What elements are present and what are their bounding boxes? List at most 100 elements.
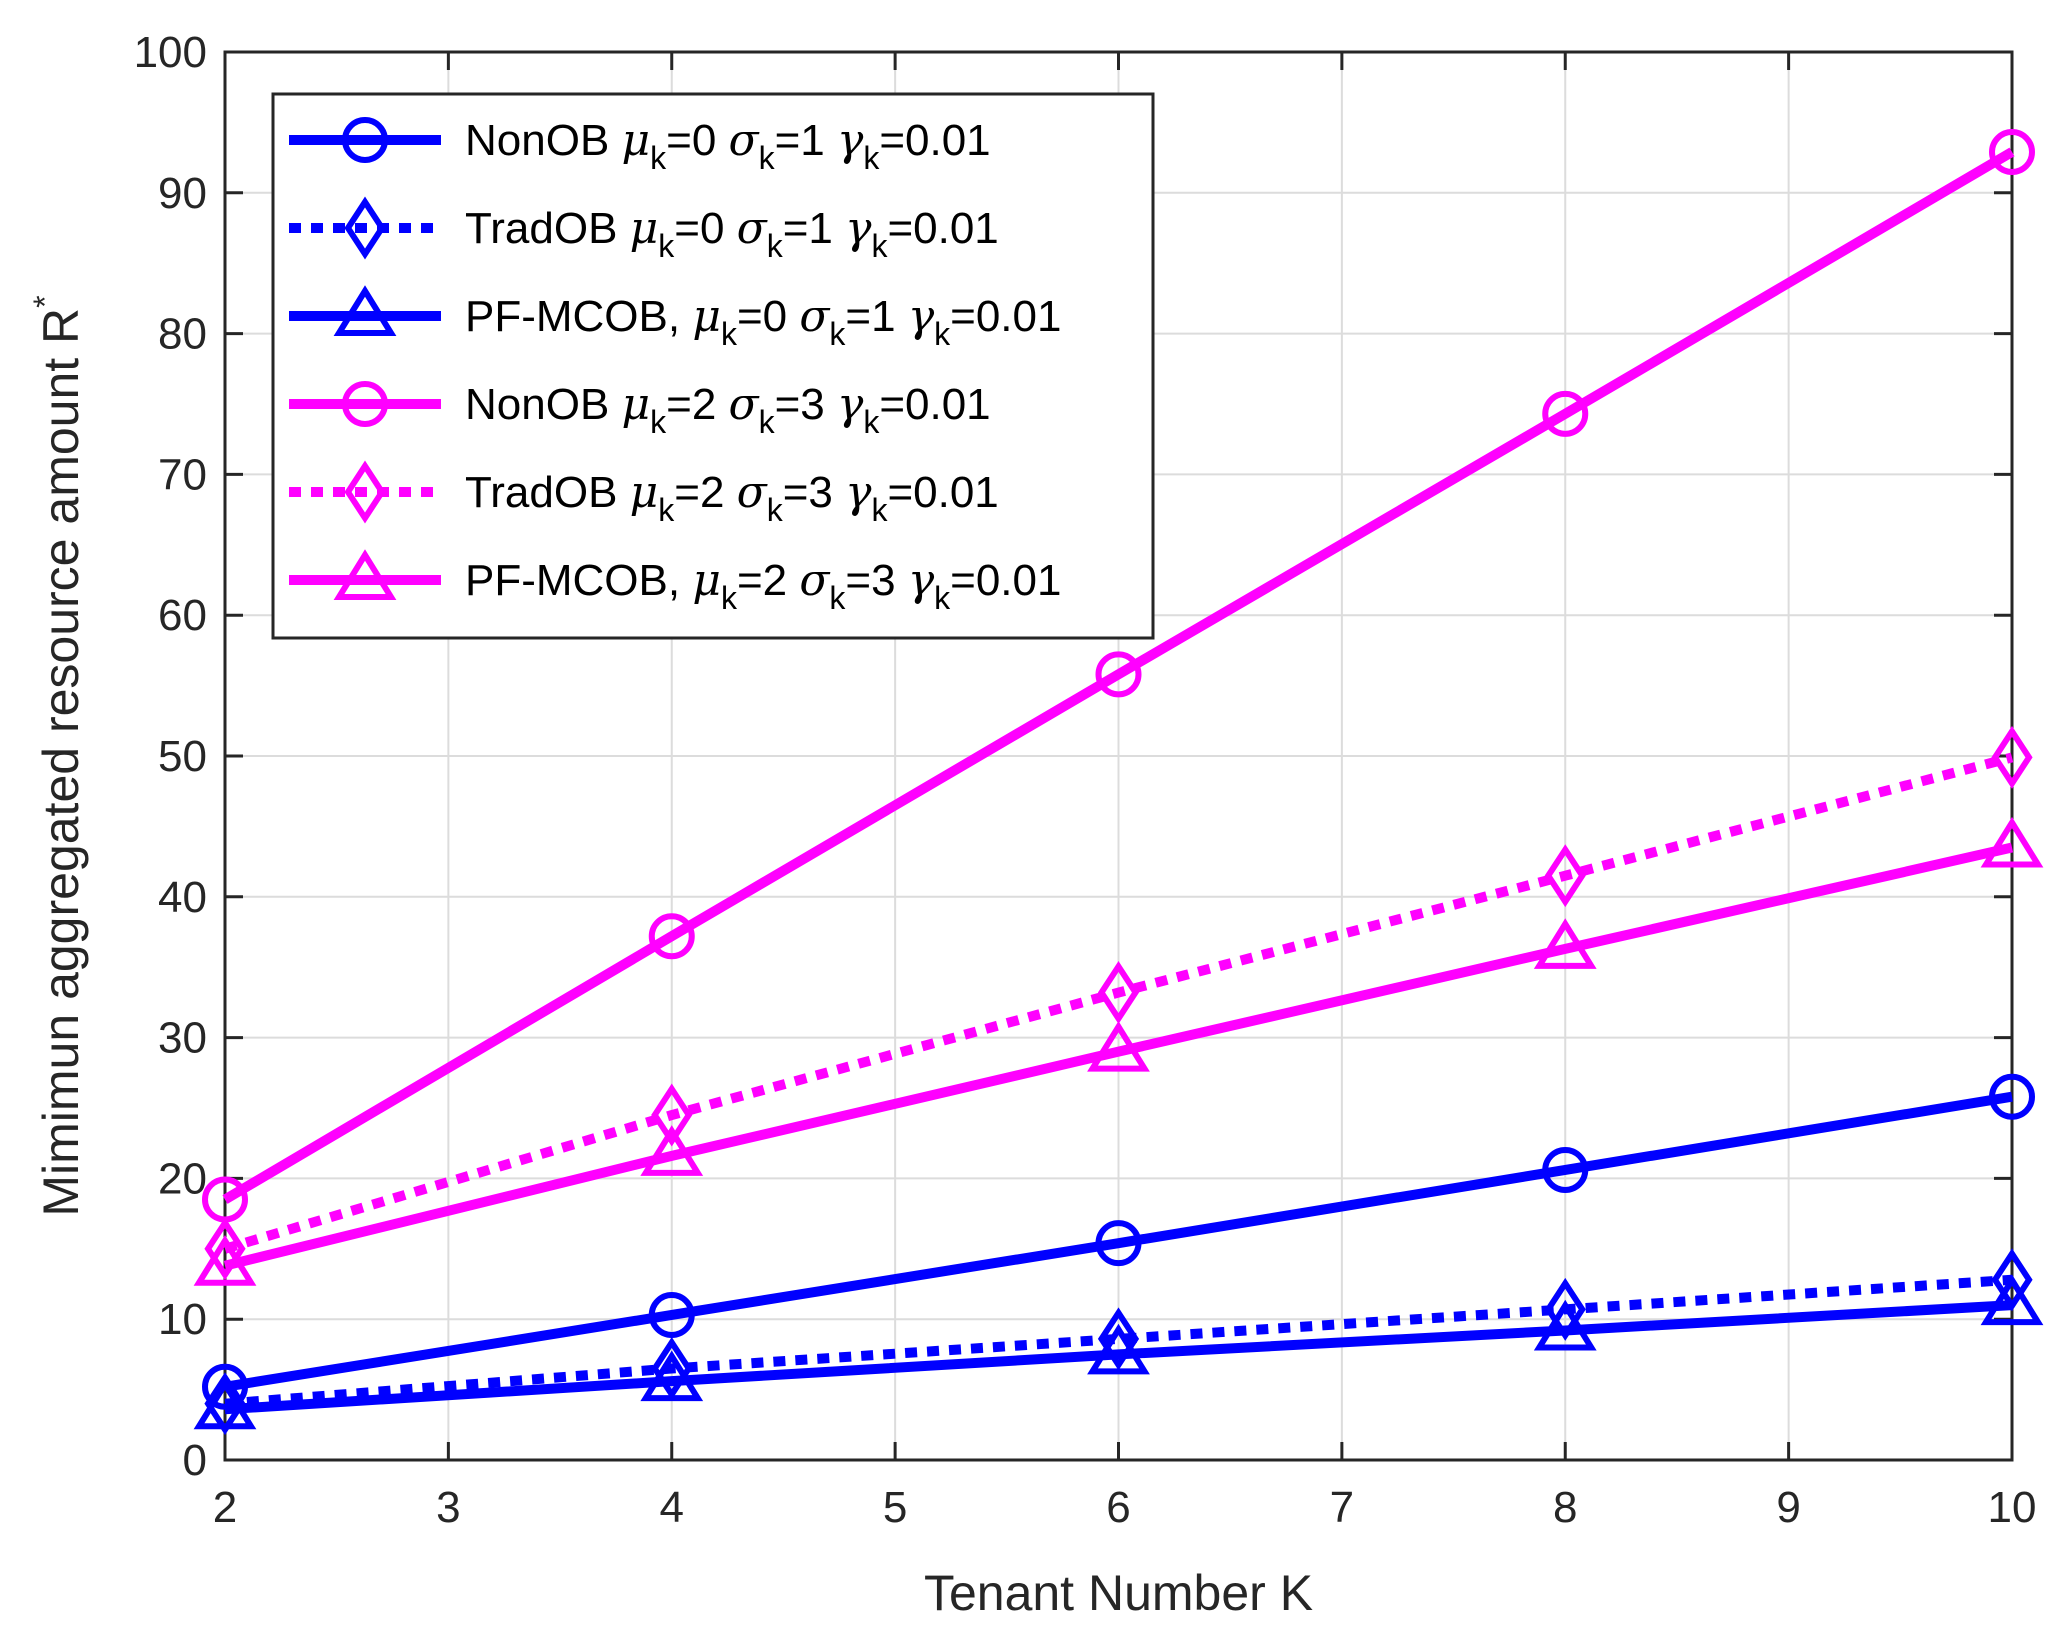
legend-sigma-value: 1	[808, 204, 832, 253]
y-axis-label: Mimimun aggregated resource amount R	[33, 308, 89, 1217]
legend-method-name: TradOB	[465, 204, 630, 253]
legend-equals: =	[887, 204, 913, 253]
legend-label: TradOB μk=2 σk=3 γk=0.01	[465, 467, 999, 528]
legend-item: NonOB μk=2 σk=3 γk=0.01	[289, 379, 991, 440]
legend-subscript: k	[829, 316, 846, 352]
legend-symbol-gamma: γ	[908, 555, 935, 606]
data-point	[1087, 1020, 1150, 1072]
x-tick-label: 4	[660, 1483, 684, 1532]
legend-marker	[342, 117, 388, 163]
legend-label: NonOB μk=2 σk=3 γk=0.01	[465, 379, 991, 440]
x-tick-label: 2	[213, 1483, 237, 1532]
series-4	[204, 725, 2033, 1281]
legend-subscript: k	[863, 140, 880, 176]
series-line	[223, 752, 2014, 1254]
series-line	[224, 1091, 2013, 1392]
legend-subscript: k	[759, 140, 776, 176]
legend-symbol-gamma: γ	[837, 115, 864, 166]
x-tick-label: 7	[1330, 1483, 1354, 1532]
y-tick-label: 70	[158, 450, 207, 499]
legend-marker	[333, 549, 397, 600]
legend-item: NonOB μk=0 σk=1 γk=0.01	[289, 115, 991, 176]
data-point	[1542, 1146, 1589, 1193]
legend-method-name: PF-MCOB,	[465, 556, 692, 605]
legend-equals: =	[775, 116, 801, 165]
legend-label: NonOB μk=0 σk=1 γk=0.01	[465, 115, 991, 176]
legend-symbol-sigma: σ	[737, 467, 769, 518]
data-point	[648, 913, 695, 960]
x-axis-label: Tenant Number K	[924, 1565, 1313, 1621]
legend-item: PF-MCOB, μk=0 σk=1 γk=0.01	[289, 285, 1061, 352]
legend-symbol-sigma: σ	[729, 379, 761, 430]
legend-space	[724, 468, 736, 517]
legend-mu-value: 0	[763, 292, 787, 341]
legend-subscript: k	[721, 580, 738, 616]
legend-symbol-mu: μ	[630, 467, 659, 518]
y-tick-label: 0	[183, 1436, 207, 1485]
legend-space	[787, 556, 799, 605]
legend-symbol-mu: μ	[622, 115, 651, 166]
y-tick-label: 20	[158, 1154, 207, 1203]
legend-equals: =	[845, 556, 871, 605]
legend-marker	[333, 285, 397, 336]
data-point	[640, 1350, 704, 1402]
legend-equals: =	[666, 116, 692, 165]
data-point	[1095, 651, 1142, 698]
legend-equals: =	[879, 116, 905, 165]
legend-symbol-mu: μ	[630, 203, 659, 254]
legend-sigma-value: 3	[808, 468, 832, 517]
legend-symbol-gamma: γ	[837, 379, 864, 430]
legend-mu-value: 2	[700, 468, 724, 517]
x-tick-label: 6	[1106, 1483, 1130, 1532]
y-tick-label: 10	[158, 1295, 207, 1344]
data-point	[1544, 844, 1586, 908]
legend-space	[787, 292, 799, 341]
legend-symbol-gamma: γ	[908, 291, 935, 342]
legend-marker	[344, 196, 386, 260]
legend-subscript: k	[767, 228, 784, 264]
data-point	[651, 1336, 693, 1400]
legend-subscript: k	[650, 404, 667, 440]
data-point	[1095, 1220, 1142, 1267]
y-tick-label: 100	[134, 28, 207, 77]
legend-sigma-value: 1	[871, 292, 895, 341]
legend-marker	[344, 460, 386, 524]
legend-label: PF-MCOB, μk=0 σk=1 γk=0.01	[465, 291, 1061, 352]
series-line	[223, 842, 2014, 1271]
legend-item: PF-MCOB, μk=2 σk=3 γk=0.01	[289, 549, 1061, 616]
x-tick-label: 8	[1553, 1483, 1577, 1532]
data-point	[1533, 1299, 1597, 1351]
legend-subscript: k	[934, 316, 951, 352]
y-tick-label: 50	[158, 732, 207, 781]
y-tick-label: 90	[158, 169, 207, 218]
data-point	[651, 1083, 693, 1147]
y-tick-label: 30	[158, 1014, 207, 1063]
data-point	[1097, 961, 1140, 1025]
legend-space	[833, 468, 845, 517]
legend-space	[825, 116, 837, 165]
legend-method-name: NonOB	[465, 116, 622, 165]
data-point	[1991, 725, 2033, 789]
series-3	[202, 128, 2035, 1223]
legend-method-name: PF-MCOB,	[465, 292, 692, 341]
legend-subscript: k	[871, 228, 888, 264]
legend-method-name: TradOB	[465, 468, 630, 517]
legend-subscript: k	[767, 492, 784, 528]
legend-item: TradOB μk=2 σk=3 γk=0.01	[289, 460, 999, 528]
legend-space	[724, 204, 736, 253]
data-point	[1980, 1274, 2044, 1326]
legend-symbol-sigma: σ	[799, 291, 831, 342]
x-tick-label: 3	[436, 1483, 460, 1532]
data-point	[193, 1378, 257, 1430]
data-point	[1980, 816, 2044, 868]
legend-sigma-value: 3	[871, 556, 895, 605]
legend-label: PF-MCOB, μk=2 σk=3 γk=0.01	[465, 555, 1061, 616]
legend-subscript: k	[658, 228, 675, 264]
data-point	[1989, 128, 2035, 175]
legend-symbol-mu: μ	[622, 379, 651, 430]
legend-mu-value: 2	[763, 556, 787, 605]
svg-text:Mimimun aggregated resource am: Mimimun aggregated resource amount R*	[27, 295, 89, 1216]
data-point	[1097, 1307, 1140, 1371]
legend-symbol-sigma: σ	[737, 203, 769, 254]
